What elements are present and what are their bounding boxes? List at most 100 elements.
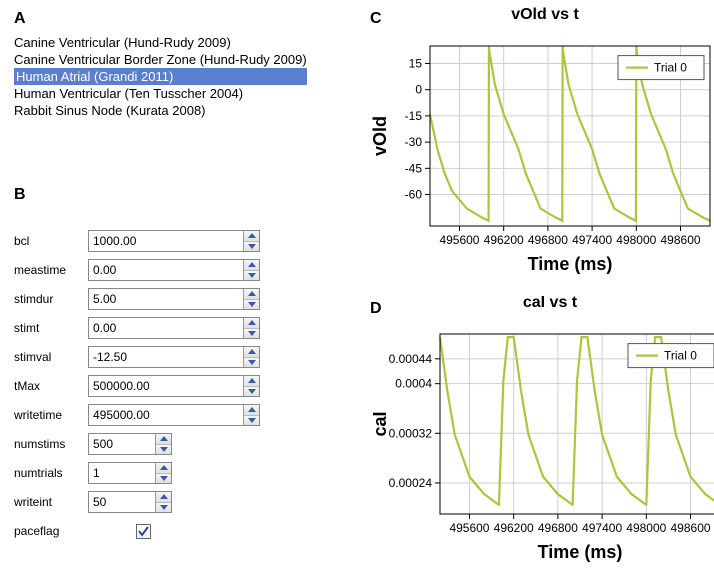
chart-title: caI vs t xyxy=(370,294,714,312)
spin-down-icon[interactable] xyxy=(244,386,259,397)
writeint-spinbox xyxy=(88,491,172,513)
svg-text:498600: 498600 xyxy=(661,233,701,247)
panel-label-A: A xyxy=(14,10,26,28)
svg-text:497400: 497400 xyxy=(572,233,612,247)
svg-text:-15: -15 xyxy=(405,109,423,123)
param-label: numstims xyxy=(14,437,88,451)
spin-up-icon[interactable] xyxy=(156,492,171,502)
bcl-input[interactable] xyxy=(89,234,243,248)
numtrials-spinbox xyxy=(88,462,172,484)
cai-chart: caI vs t 495600 496200 496800 497400 498000 49… xyxy=(370,294,714,572)
writetime-spinbox xyxy=(88,404,260,426)
svg-text:-45: -45 xyxy=(405,161,423,175)
stimt-spinbox xyxy=(88,317,260,339)
model-list-item[interactable]: Canine Ventricular Border Zone (Hund-Rud… xyxy=(14,51,307,68)
spin-up-icon[interactable] xyxy=(244,318,259,328)
svg-text:496200: 496200 xyxy=(484,233,524,247)
svg-text:-30: -30 xyxy=(405,135,423,149)
spin-up-icon[interactable] xyxy=(244,405,259,415)
stimt-input[interactable] xyxy=(89,321,243,335)
spin-up-icon[interactable] xyxy=(156,463,171,473)
param-label: writeint xyxy=(14,495,88,509)
parameter-grid: bcl meastime stimdur stimt stimval tMax writet… xyxy=(14,228,260,547)
check-icon xyxy=(138,526,149,537)
spin-down-icon[interactable] xyxy=(244,328,259,339)
stimdur-input[interactable] xyxy=(89,292,243,306)
param-row-stimt: stimt xyxy=(14,315,260,341)
svg-text:15: 15 xyxy=(409,56,423,70)
svg-text:498600: 498600 xyxy=(671,521,711,535)
spin-up-icon[interactable] xyxy=(244,231,259,241)
spin-up-icon[interactable] xyxy=(156,434,171,444)
svg-text:Trial 0: Trial 0 xyxy=(664,349,697,363)
param-row-tMax: tMax xyxy=(14,373,260,399)
numstims-input[interactable] xyxy=(89,437,155,451)
param-label: tMax xyxy=(14,379,88,393)
svg-text:498000: 498000 xyxy=(616,233,656,247)
param-row-bcl: bcl xyxy=(14,228,260,254)
meastime-spinbox xyxy=(88,259,260,281)
model-listbox[interactable]: Canine Ventricular (Hund-Rudy 2009)Canin… xyxy=(14,34,307,119)
svg-text:Time (ms): Time (ms) xyxy=(538,542,623,562)
stimdur-spinbox xyxy=(88,288,260,310)
svg-text:495600: 495600 xyxy=(439,233,479,247)
numstims-spinbox xyxy=(88,433,172,455)
param-label: numtrials xyxy=(14,466,88,480)
spin-down-icon[interactable] xyxy=(156,473,171,484)
svg-text:Trial 0: Trial 0 xyxy=(654,61,687,75)
spin-down-icon[interactable] xyxy=(244,415,259,426)
svg-text:0.00044: 0.00044 xyxy=(389,352,433,366)
tMax-input[interactable] xyxy=(89,379,243,393)
svg-text:vOld: vOld xyxy=(370,116,390,156)
param-row-numstims: numstims xyxy=(14,431,260,457)
paceflag-checkbox[interactable] xyxy=(136,524,151,539)
numtrials-input[interactable] xyxy=(89,466,155,480)
svg-text:0.00032: 0.00032 xyxy=(389,426,433,440)
param-row-stimdur: stimdur xyxy=(14,286,260,312)
chart-title: vOld vs t xyxy=(370,6,714,24)
svg-text:496800: 496800 xyxy=(528,233,568,247)
spin-down-icon[interactable] xyxy=(244,270,259,281)
svg-text:497400: 497400 xyxy=(582,521,622,535)
spin-down-icon[interactable] xyxy=(244,241,259,252)
tMax-spinbox xyxy=(88,375,260,397)
spin-down-icon[interactable] xyxy=(244,357,259,368)
param-row-stimval: stimval xyxy=(14,344,260,370)
svg-text:0.0004: 0.0004 xyxy=(395,377,432,391)
model-list-item[interactable]: Human Atrial (Grandi 2011) xyxy=(14,68,307,85)
svg-text:496200: 496200 xyxy=(494,521,534,535)
spin-down-icon[interactable] xyxy=(156,444,171,455)
writeint-input[interactable] xyxy=(89,495,155,509)
model-list-item[interactable]: Human Ventricular (Ten Tusscher 2004) xyxy=(14,85,307,102)
svg-text:0.00024: 0.00024 xyxy=(389,476,433,490)
param-label: stimdur xyxy=(14,292,88,306)
stimval-input[interactable] xyxy=(89,350,243,364)
param-label: paceflag xyxy=(14,524,88,538)
param-row-meastime: meastime xyxy=(14,257,260,283)
vold-chart: vOld vs t 495600 496200 496800 497400 498000 4… xyxy=(370,6,714,284)
spin-up-icon[interactable] xyxy=(244,347,259,357)
svg-text:496800: 496800 xyxy=(538,521,578,535)
spin-down-icon[interactable] xyxy=(156,502,171,513)
svg-text:caI: caI xyxy=(370,411,390,436)
model-list-item[interactable]: Rabbit Sinus Node (Kurata 2008) xyxy=(14,102,307,119)
model-list-item[interactable]: Canine Ventricular (Hund-Rudy 2009) xyxy=(14,34,307,51)
spin-up-icon[interactable] xyxy=(244,376,259,386)
param-label: bcl xyxy=(14,234,88,248)
param-label: stimval xyxy=(14,350,88,364)
writetime-input[interactable] xyxy=(89,408,243,422)
param-row-paceflag: paceflag xyxy=(14,518,260,544)
param-label: meastime xyxy=(14,263,88,277)
spin-up-icon[interactable] xyxy=(244,289,259,299)
svg-text:498000: 498000 xyxy=(626,521,666,535)
spin-down-icon[interactable] xyxy=(244,299,259,310)
svg-text:0: 0 xyxy=(415,83,422,97)
spin-up-icon[interactable] xyxy=(244,260,259,270)
meastime-input[interactable] xyxy=(89,263,243,277)
panel-label-B: B xyxy=(14,186,26,204)
svg-text:495600: 495600 xyxy=(449,521,489,535)
param-label: writetime xyxy=(14,408,88,422)
param-row-writetime: writetime xyxy=(14,402,260,428)
param-row-writeint: writeint xyxy=(14,489,260,515)
param-label: stimt xyxy=(14,321,88,335)
